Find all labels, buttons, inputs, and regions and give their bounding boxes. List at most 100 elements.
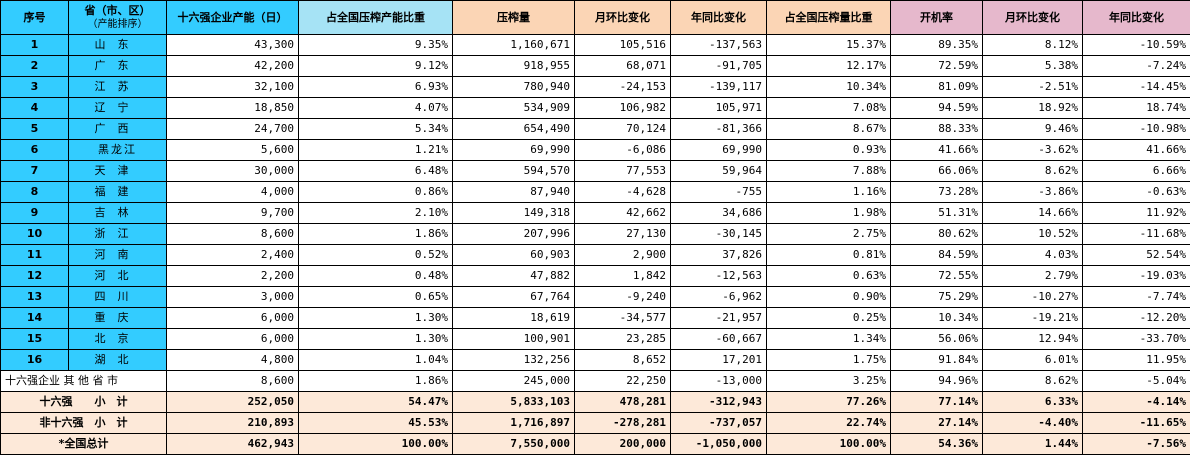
row-crush-mom: -24,153 [575,77,671,98]
row-crush: 69,990 [453,140,575,161]
row-rate: 91.84% [891,350,983,371]
row-rate-yoy: -33.70% [1083,329,1190,350]
row-seq: 6 [1,140,69,161]
header-province: 省（市、区）（产能排序） [69,1,167,35]
row-crush-share: 0.25% [767,308,891,329]
row-crush-yoy: -91,705 [671,56,767,77]
row-rate-mom: 10.52% [983,224,1083,245]
row-rate-mom: 8.62% [983,161,1083,182]
other-rate-yoy: -5.04% [1083,371,1190,392]
row-capacity: 6,000 [167,308,299,329]
header-crush: 压榨量 [453,1,575,35]
row-crush-share: 7.08% [767,98,891,119]
row-seq: 2 [1,56,69,77]
summary-crush-mom: 478,281 [575,392,671,413]
row-capacity: 9,700 [167,203,299,224]
row-capacity-share: 4.07% [299,98,453,119]
row-province: 吉林 [69,203,167,224]
summary-label: *全国总计 [1,434,167,455]
row-province: 山东 [69,35,167,56]
row-rate-mom: -3.62% [983,140,1083,161]
row-crush-mom: 23,285 [575,329,671,350]
row-seq: 13 [1,287,69,308]
row-capacity: 32,100 [167,77,299,98]
row-crush-yoy: -30,145 [671,224,767,245]
row-crush-yoy: -139,117 [671,77,767,98]
summary-capacity-share: 54.47% [299,392,453,413]
other-rate: 94.96% [891,371,983,392]
row-rate-mom: -19.21% [983,308,1083,329]
row-crush: 67,764 [453,287,575,308]
row-capacity: 18,850 [167,98,299,119]
row-crush-share: 8.67% [767,119,891,140]
row-crush-mom: -4,628 [575,182,671,203]
row-rate: 41.66% [891,140,983,161]
row-crush: 780,940 [453,77,575,98]
row-seq: 12 [1,266,69,287]
header-capacity-share: 占全国压榨产能比重 [299,1,453,35]
row-province: 广西 [69,119,167,140]
row-crush-yoy: -81,366 [671,119,767,140]
row-crush-yoy: 105,971 [671,98,767,119]
row-crush-mom: 70,124 [575,119,671,140]
row-rate: 75.29% [891,287,983,308]
row-province: 黑龙江 [69,140,167,161]
header-province-sub: （产能排序） [73,18,162,32]
row-capacity-share: 0.48% [299,266,453,287]
row-province: 天津 [69,161,167,182]
row-province: 河南 [69,245,167,266]
row-rate-yoy: 11.92% [1083,203,1190,224]
other-capacity: 8,600 [167,371,299,392]
row-capacity-share: 9.12% [299,56,453,77]
row-capacity-share: 5.34% [299,119,453,140]
other-label: 十六强企业 其 他 省 市 [1,371,167,392]
row-rate-mom: 4.03% [983,245,1083,266]
row-capacity: 3,000 [167,287,299,308]
summary-capacity-share: 100.00% [299,434,453,455]
summary-rate: 77.14% [891,392,983,413]
row-rate-mom: -2.51% [983,77,1083,98]
row-capacity-share: 1.30% [299,329,453,350]
row-rate-mom: -3.86% [983,182,1083,203]
row-province: 广东 [69,56,167,77]
row-crush-share: 15.37% [767,35,891,56]
header-province-title: 省（市、区） [73,4,162,18]
row-crush-mom: 106,982 [575,98,671,119]
row-crush-yoy: 69,990 [671,140,767,161]
summary-crush-share: 77.26% [767,392,891,413]
other-crush: 245,000 [453,371,575,392]
row-rate: 94.59% [891,98,983,119]
row-crush-mom: 68,071 [575,56,671,77]
row-rate: 72.55% [891,266,983,287]
row-capacity: 43,300 [167,35,299,56]
row-capacity-share: 1.86% [299,224,453,245]
summary-rate-yoy: -7.56% [1083,434,1190,455]
row-province: 湖北 [69,350,167,371]
row-rate: 51.31% [891,203,983,224]
row-rate-mom: 14.66% [983,203,1083,224]
row-rate-mom: 2.79% [983,266,1083,287]
row-crush-share: 0.90% [767,287,891,308]
row-crush-share: 1.98% [767,203,891,224]
row-crush-share: 7.88% [767,161,891,182]
row-rate-yoy: -19.03% [1083,266,1190,287]
row-crush-yoy: -755 [671,182,767,203]
summary-rate-mom: 1.44% [983,434,1083,455]
row-crush: 207,996 [453,224,575,245]
row-rate: 84.59% [891,245,983,266]
row-rate-yoy: -7.74% [1083,287,1190,308]
row-crush-yoy: 17,201 [671,350,767,371]
row-rate-yoy: 11.95% [1083,350,1190,371]
row-crush: 594,570 [453,161,575,182]
header-crush-mom: 月环比变化 [575,1,671,35]
